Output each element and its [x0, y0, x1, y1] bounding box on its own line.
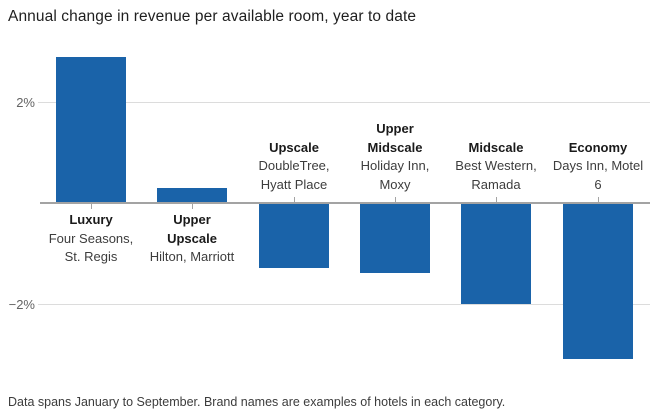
category-brands-line: Hyatt Place [260, 176, 328, 192]
ytick-label-2-: 2% [16, 95, 35, 110]
category-label-luxury: Luxury Four Seasons, St. Regis [35, 211, 147, 267]
category-brands-line: 6 [594, 176, 602, 192]
category-name-line: Luxury [69, 212, 113, 227]
axis-tick-economy [598, 197, 599, 202]
category-name-line: Midscale [367, 139, 423, 155]
category-label-upper-midscale: Upper Midscale Holiday Inn, Moxy [339, 120, 451, 194]
category-brands-line: St. Regis [64, 249, 118, 264]
category-name-line: Upscale [269, 139, 319, 155]
category-brands-line: Moxy [379, 176, 411, 192]
category-label-economy: Economy Days Inn, Motel 6 [542, 139, 650, 195]
gridline-2- [38, 102, 650, 103]
axis-tick-upper-upscale [192, 204, 193, 209]
chart-footnote: Data spans January to September. Brand n… [8, 395, 506, 409]
category-brands-line: Best Western, [455, 158, 537, 173]
axis-tick-luxury [91, 204, 92, 209]
bar-luxury [56, 57, 126, 203]
category-name-line: Economy [568, 139, 628, 155]
category-name-line: Upper [173, 212, 211, 227]
category-brands-line: Hilton, Marriott [149, 249, 235, 264]
bar-upscale [259, 203, 329, 268]
category-brands-line: Days Inn, Motel [552, 158, 644, 173]
category-label-midscale: Midscale Best Western, Ramada [440, 139, 552, 195]
category-label-upper-upscale: Upper Upscale Hilton, Marriott [136, 211, 248, 267]
axis-tick-upper-midscale [395, 197, 396, 202]
category-brands-line: DoubleTree, [258, 158, 330, 173]
category-name-line: Midscale [468, 139, 524, 155]
chart-title: Annual change in revenue per available r… [8, 8, 417, 25]
ytick-label--2-: −2% [8, 297, 35, 312]
category-name-line: Upper [376, 121, 414, 136]
gridline--2- [38, 304, 650, 305]
bar-upper-midscale [360, 203, 430, 273]
category-brands-line: Four Seasons, [48, 230, 134, 246]
bar-upper-upscale [157, 188, 227, 203]
x-axis-line [40, 202, 650, 204]
axis-tick-upscale [294, 197, 295, 202]
axis-tick-midscale [496, 197, 497, 202]
category-brands-line: Ramada [471, 176, 521, 192]
bar-economy [563, 203, 633, 359]
category-name-line: Upscale [167, 230, 217, 246]
bar-midscale [461, 203, 531, 304]
category-brands-line: Holiday Inn, [360, 158, 430, 173]
category-label-upscale: Upscale DoubleTree, Hyatt Place [238, 139, 350, 195]
